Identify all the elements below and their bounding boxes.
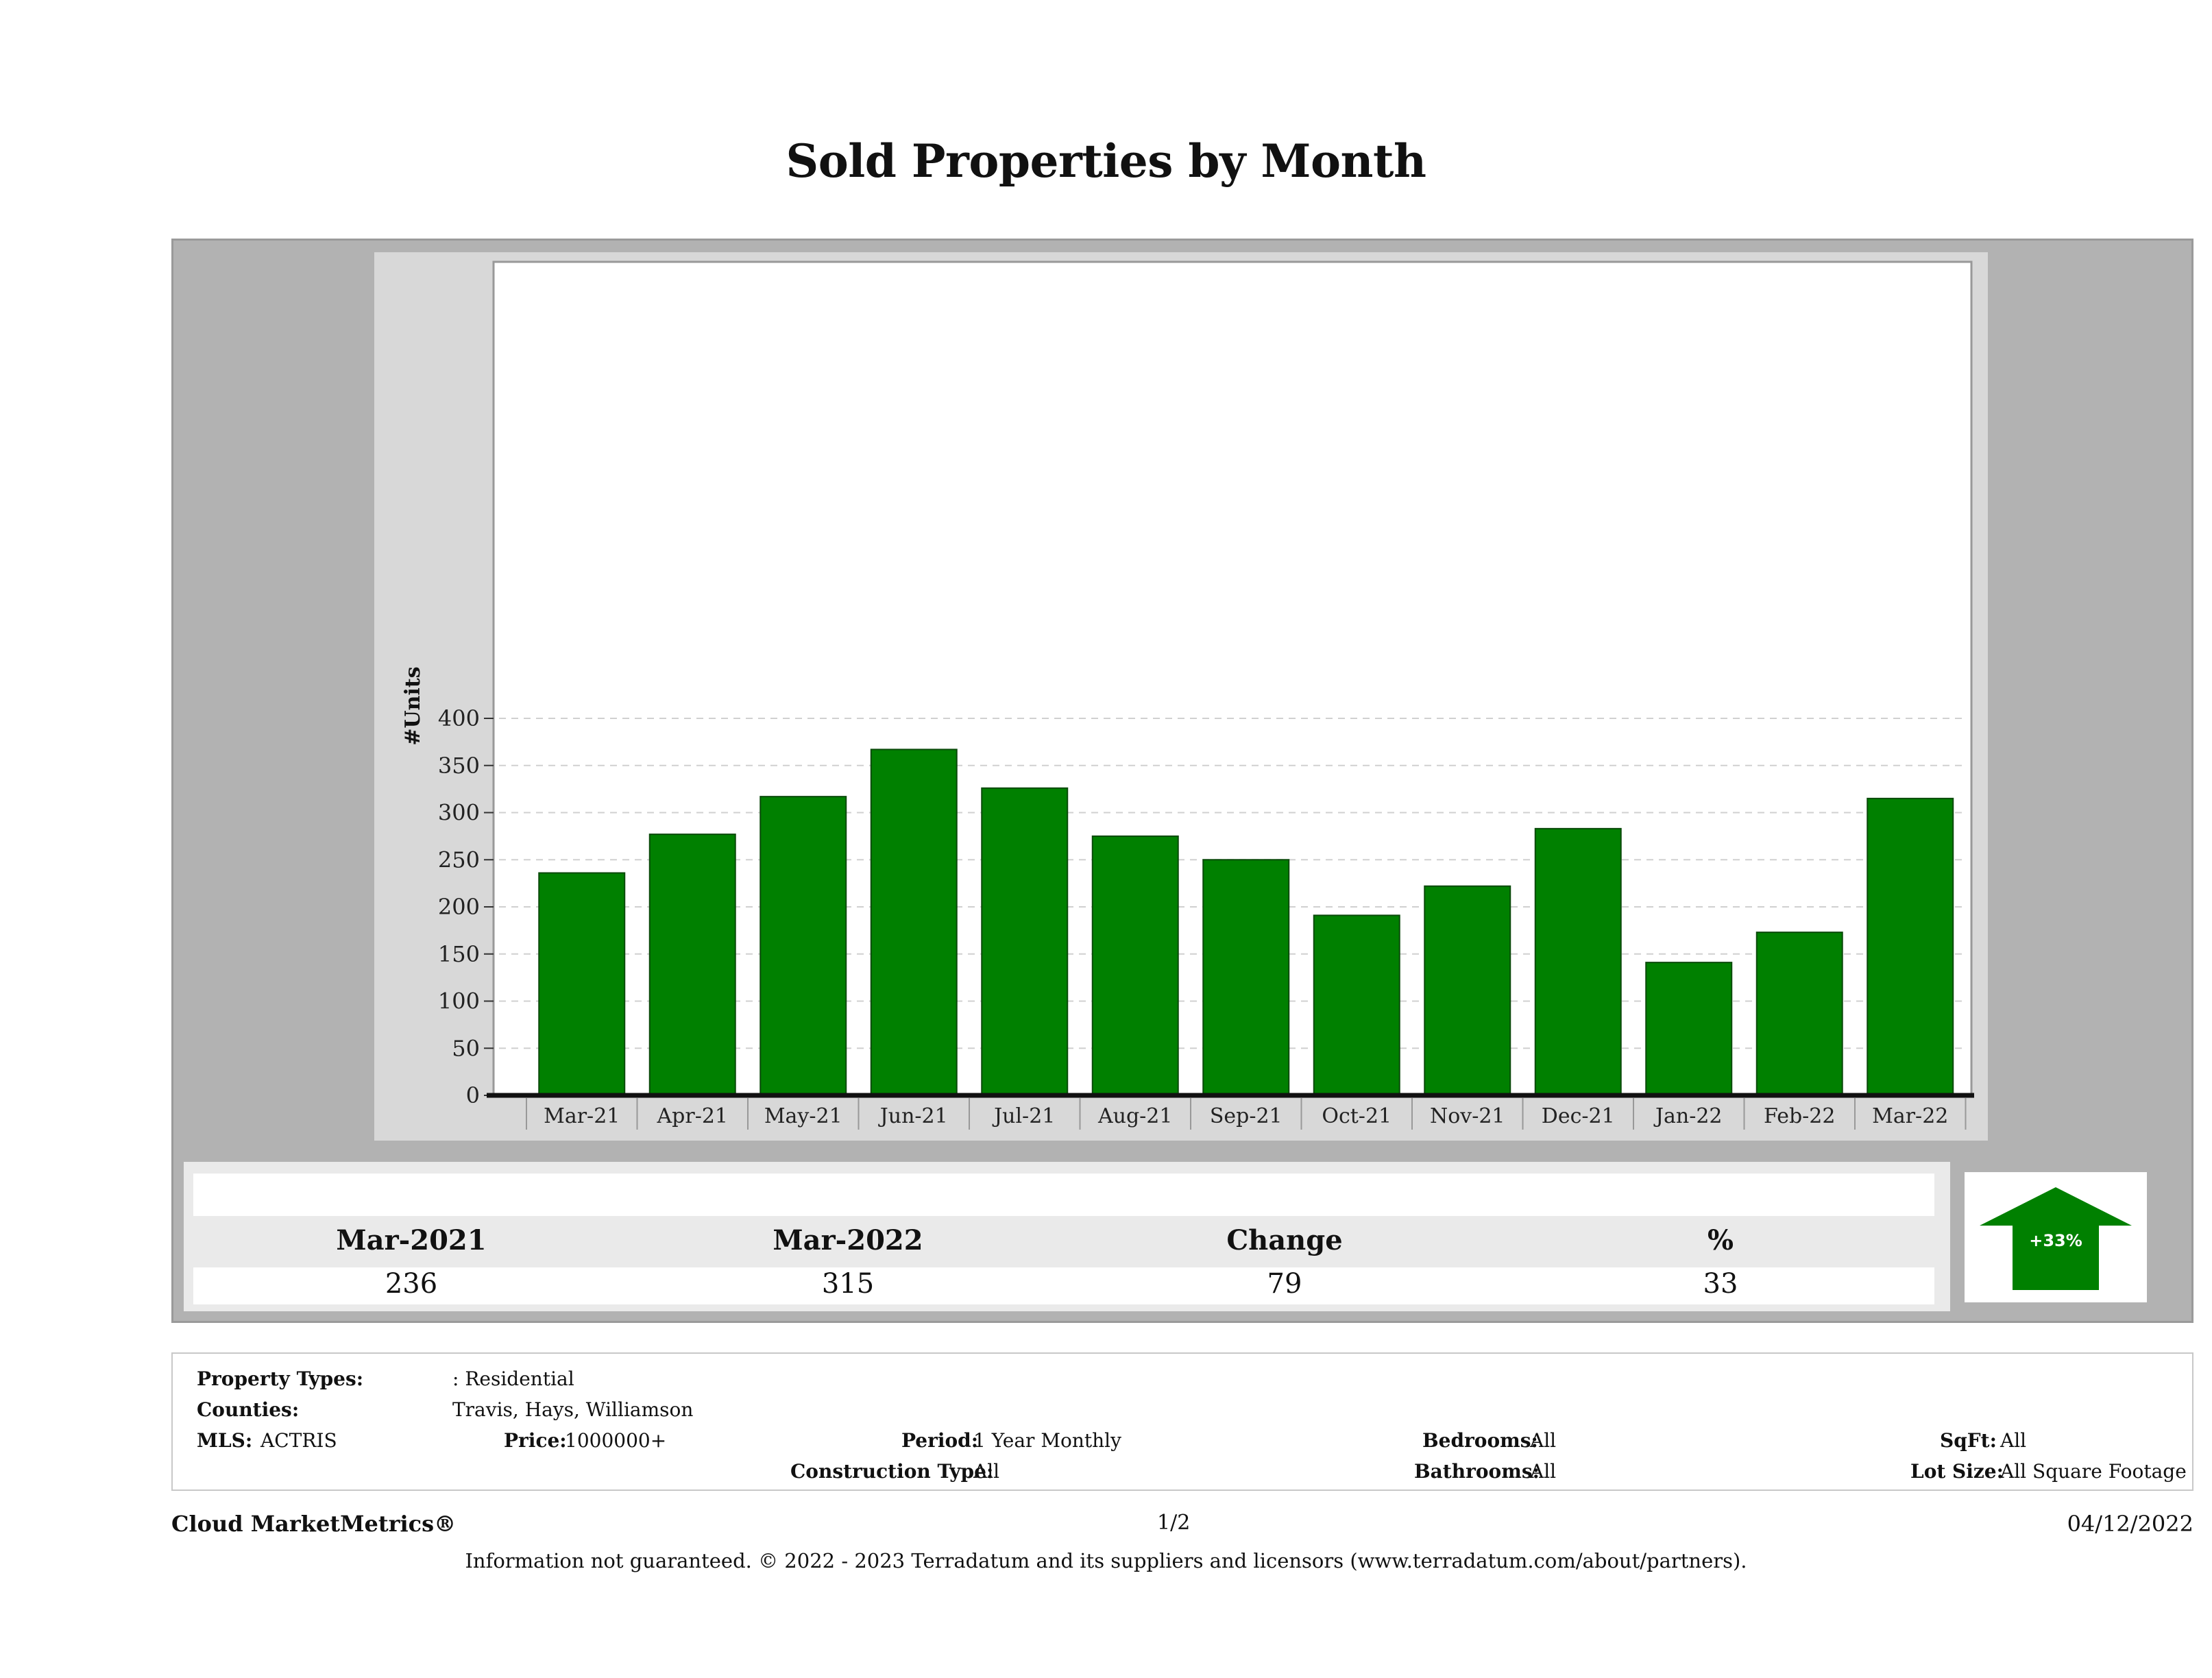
sqft-label: SqFt: [1940, 1429, 1997, 1452]
bar-Jul-21 [981, 787, 1069, 1096]
bar-Apr-21 [648, 834, 736, 1096]
y-tick-label: 0 [466, 1082, 480, 1108]
page-number: 1/2 [1157, 1511, 1191, 1535]
bar-Oct-21 [1313, 914, 1400, 1096]
bar-Mar-22 [1867, 797, 1954, 1096]
construction-type-value: All [973, 1460, 1000, 1483]
summary-header-percent: % [1707, 1224, 1734, 1256]
y-tick-label: 400 [438, 705, 480, 731]
lot-size-label: Lot Size: [1910, 1460, 2004, 1483]
bar-Sep-21 [1202, 859, 1290, 1096]
disclaimer-text: Information not guaranteed. © 2022 - 202… [465, 1549, 1747, 1572]
bathrooms-value: All [1530, 1460, 1557, 1483]
bathrooms-label: Bathrooms: [1414, 1460, 1540, 1483]
x-tick-label: May-21 [764, 1104, 842, 1128]
x-tick-label: Apr-21 [656, 1104, 728, 1128]
arrow-shape [1980, 1187, 2132, 1290]
bar-chart: 0 50 100 150 200 250 300 350 400 Mar-21 Apr-21 May-… [401, 260, 1974, 1130]
x-tick-label: Mar-21 [544, 1104, 620, 1128]
lot-size-value: All Square Footage [2000, 1460, 2187, 1483]
x-tick-label: Mar-22 [1872, 1104, 1948, 1128]
period-label: Period: [901, 1429, 979, 1452]
bar-Aug-21 [1091, 835, 1179, 1096]
x-tick-label: Jun-21 [878, 1104, 948, 1128]
counties-label: Counties: [197, 1398, 300, 1421]
chart-title: Sold Properties by Month [786, 134, 1426, 188]
filter-criteria-box [171, 1352, 2193, 1491]
summary-value-from: 236 [385, 1268, 438, 1300]
up-arrow-icon: +33% [1980, 1187, 2132, 1290]
x-tick-label: Jul-21 [992, 1104, 1055, 1128]
bedrooms-value: All [1530, 1429, 1557, 1452]
summary-spacer-row [193, 1174, 1934, 1216]
summary-header-to: Mar-2022 [773, 1224, 923, 1256]
period-value: 1 Year Monthly [973, 1429, 1121, 1452]
property-types-value: : Residential [452, 1367, 574, 1390]
y-tick-label: 200 [438, 894, 480, 920]
bar-Nov-21 [1424, 885, 1511, 1096]
mls-label: MLS: [197, 1429, 253, 1452]
change-badge-label: +33% [2029, 1231, 2082, 1250]
counties-value: Travis, Hays, Williamson [452, 1398, 694, 1421]
bar-Mar-21 [538, 872, 626, 1096]
bedrooms-label: Bedrooms: [1422, 1429, 1538, 1452]
y-tick-label: 150 [438, 941, 480, 967]
bar-May-21 [759, 796, 847, 1096]
mls-value: ACTRIS [260, 1429, 337, 1452]
x-tick-label: Feb-22 [1764, 1104, 1835, 1128]
y-tick-label: 300 [438, 800, 480, 826]
brand-name: Cloud MarketMetrics® [171, 1511, 457, 1537]
y-axis-label: #Units [401, 666, 425, 745]
summary-value-change: 79 [1267, 1268, 1302, 1300]
summary-value-percent: 33 [1703, 1268, 1738, 1300]
summary-header-change: Change [1226, 1224, 1343, 1256]
bar-Feb-22 [1755, 932, 1843, 1096]
summary-value-to: 315 [821, 1268, 875, 1300]
property-types-label: Property Types: [197, 1367, 364, 1390]
bar-Jun-21 [870, 749, 958, 1096]
report-date: 04/12/2022 [2067, 1511, 2193, 1537]
summary-header-from: Mar-2021 [336, 1224, 487, 1256]
y-tick-label: 50 [452, 1035, 480, 1061]
bar-Dec-21 [1534, 827, 1622, 1096]
y-tick-label: 100 [438, 988, 480, 1014]
x-tick-label: Oct-21 [1322, 1104, 1391, 1128]
sqft-value: All [2000, 1429, 2027, 1452]
price-label: Price: [504, 1429, 567, 1452]
y-tick-label: 350 [438, 753, 480, 779]
y-tick-label: 250 [438, 847, 480, 873]
x-tick-label: Jan-22 [1653, 1104, 1723, 1128]
x-tick-label: Dec-21 [1542, 1104, 1615, 1128]
x-tick-label: Aug-21 [1097, 1104, 1173, 1128]
x-tick-label: Sep-21 [1210, 1104, 1283, 1128]
bar-Jan-22 [1645, 962, 1733, 1096]
x-tick-label: Nov-21 [1430, 1104, 1505, 1128]
summary-value-row [193, 1267, 1934, 1304]
construction-type-label: Construction Type: [790, 1460, 994, 1483]
price-value: 1000000+ [565, 1429, 667, 1452]
